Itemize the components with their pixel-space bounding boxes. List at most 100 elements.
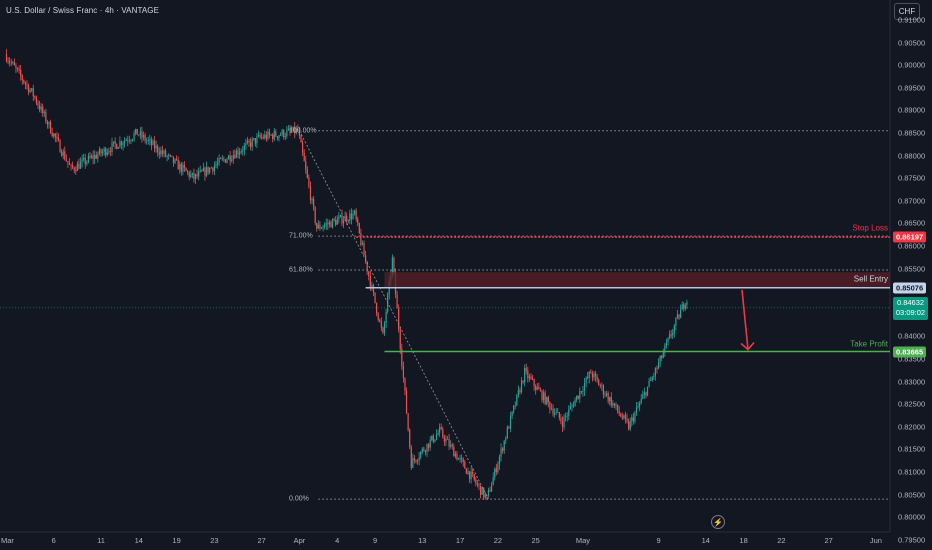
candle-body	[205, 166, 208, 176]
y-tick-label: 0.91000	[898, 15, 926, 25]
candle-body	[278, 135, 280, 138]
candle-body	[92, 155, 94, 160]
candle-body	[346, 215, 348, 222]
candle-body	[599, 385, 601, 387]
candle-body	[431, 435, 433, 441]
candle-body	[635, 407, 638, 413]
candle-body	[678, 314, 680, 319]
candle-body	[492, 477, 494, 486]
currency-button[interactable]: CHF	[894, 3, 920, 20]
candle-body	[475, 479, 477, 484]
candle-body	[146, 140, 148, 142]
candle-body	[131, 138, 134, 141]
y-tick-label: 0.81500	[898, 444, 926, 454]
candle-body	[290, 130, 293, 132]
candle-body	[324, 225, 326, 227]
candle-body	[676, 314, 679, 319]
candle-body	[276, 136, 278, 138]
candle-body	[31, 88, 33, 91]
candle-body	[109, 151, 112, 152]
candle-body	[583, 383, 586, 391]
candle-body	[656, 368, 658, 369]
candle-body	[10, 62, 12, 64]
candle-body	[45, 112, 47, 122]
lightning-icon[interactable]: ⚡	[711, 515, 725, 529]
candle-body	[139, 131, 141, 136]
candle-body	[335, 220, 337, 225]
candle-body	[376, 302, 378, 314]
candle-body	[87, 155, 89, 162]
candle-body	[40, 106, 42, 110]
candle-body	[317, 224, 319, 229]
candle-body	[576, 395, 578, 400]
candle-body	[369, 276, 371, 287]
candle-body	[382, 327, 384, 333]
candle-body	[286, 130, 288, 137]
candle-body	[642, 394, 644, 399]
candle-body	[78, 163, 80, 169]
candle-body	[150, 139, 152, 145]
candle-body	[127, 140, 129, 141]
candle-body	[155, 145, 157, 149]
candle-body	[194, 174, 197, 180]
candle-body	[50, 121, 52, 134]
y-tick-label: 0.90000	[898, 60, 926, 70]
candle-body	[410, 447, 412, 468]
candle-body	[624, 415, 627, 419]
candle-body	[106, 152, 108, 155]
x-tick-label: 9	[656, 536, 661, 545]
y-tick-label: 0.79500	[898, 535, 926, 545]
candle-body	[349, 213, 351, 221]
candle-body	[257, 134, 260, 137]
candle-body	[426, 443, 428, 453]
candle-body	[38, 105, 41, 110]
candle-body	[279, 134, 282, 136]
candle-body	[168, 154, 170, 157]
candle-body	[503, 440, 505, 451]
candle-body	[524, 368, 526, 382]
candle-body	[623, 415, 625, 419]
candle-body	[273, 131, 275, 140]
y-tick-label: 0.88000	[898, 151, 926, 161]
x-tick-label: 25	[531, 536, 540, 545]
candle-body	[632, 417, 634, 422]
candle-body	[640, 398, 642, 404]
candle-body	[243, 145, 245, 151]
candle-body	[179, 163, 181, 170]
candle-body	[396, 294, 398, 309]
candle-body	[325, 223, 327, 226]
candle-body	[569, 406, 571, 410]
candle-body	[672, 332, 674, 336]
candle-body	[620, 413, 622, 417]
x-tick-label: May	[575, 536, 591, 545]
candle-body	[549, 402, 551, 410]
candle-body	[491, 485, 493, 492]
current-price-value: 0.84632	[896, 298, 925, 307]
candle-body	[292, 126, 294, 132]
x-tick-label: 23	[210, 536, 219, 545]
candle-body	[481, 487, 483, 495]
candle-body	[12, 62, 14, 63]
candle-body	[42, 106, 44, 114]
candle-body	[604, 394, 606, 396]
candle-body	[479, 485, 482, 495]
candle-body	[21, 75, 23, 81]
x-tick-label: 27	[257, 536, 266, 545]
candle-body	[357, 219, 359, 224]
candle-body	[574, 399, 576, 407]
candle-body	[84, 157, 86, 164]
sell-zone	[384, 272, 890, 288]
candle-body	[379, 319, 381, 322]
candle-body	[164, 150, 167, 157]
candle-body	[456, 453, 458, 460]
candle-body	[303, 152, 305, 162]
candle-body	[111, 142, 113, 152]
candle-body	[459, 457, 461, 459]
candle-body	[172, 156, 175, 163]
candle-body	[421, 448, 423, 452]
candle-body	[398, 308, 400, 330]
candle-body	[327, 223, 329, 225]
candle-body	[261, 136, 263, 138]
candle-body	[594, 373, 597, 377]
